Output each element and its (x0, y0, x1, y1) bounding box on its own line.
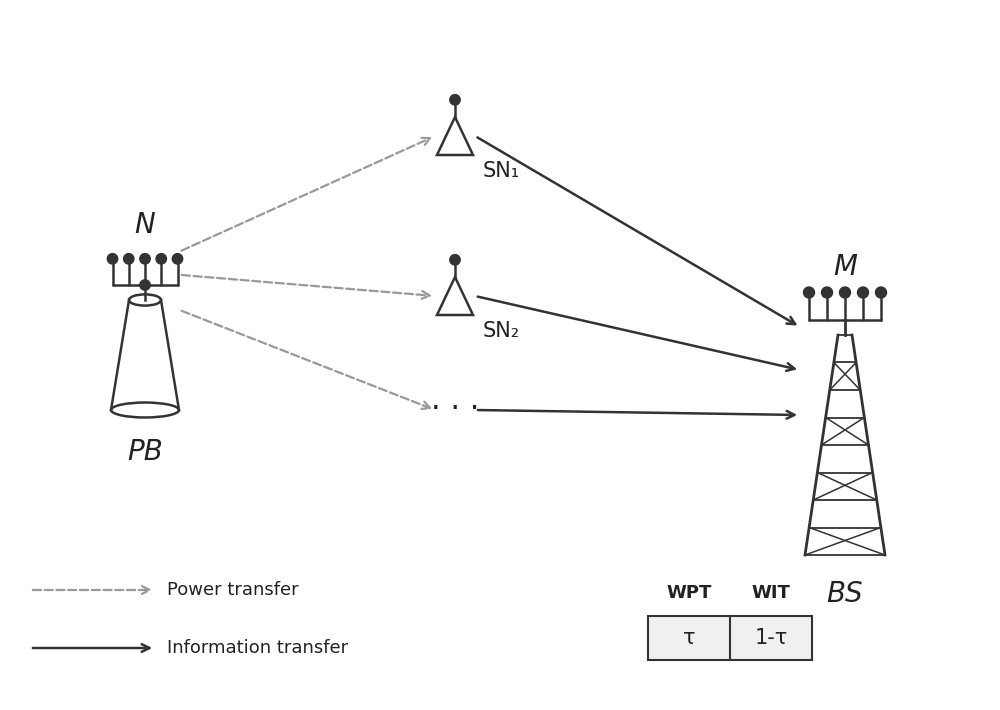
Text: SN₂: SN₂ (483, 321, 520, 341)
Text: · · ·: · · · (431, 395, 479, 425)
Text: Power transfer: Power transfer (167, 581, 299, 599)
Circle shape (107, 253, 118, 264)
Circle shape (822, 287, 832, 298)
FancyBboxPatch shape (648, 616, 812, 660)
Circle shape (804, 287, 814, 298)
Circle shape (140, 253, 150, 264)
Text: PB: PB (127, 438, 163, 466)
Text: WIT: WIT (752, 584, 790, 602)
Circle shape (857, 287, 868, 298)
Circle shape (450, 255, 460, 265)
Text: WPT: WPT (666, 584, 712, 602)
Text: 1-τ: 1-τ (754, 628, 788, 648)
Text: τ: τ (683, 628, 695, 648)
Circle shape (876, 287, 887, 298)
Text: N: N (135, 211, 155, 239)
Text: M: M (833, 253, 857, 281)
Circle shape (172, 253, 183, 264)
Circle shape (140, 280, 150, 290)
Text: BS: BS (827, 580, 863, 608)
Circle shape (156, 253, 166, 264)
Text: Information transfer: Information transfer (167, 639, 348, 657)
Text: SN₁: SN₁ (483, 161, 520, 181)
Circle shape (450, 94, 460, 105)
Circle shape (839, 287, 850, 298)
Circle shape (124, 253, 134, 264)
